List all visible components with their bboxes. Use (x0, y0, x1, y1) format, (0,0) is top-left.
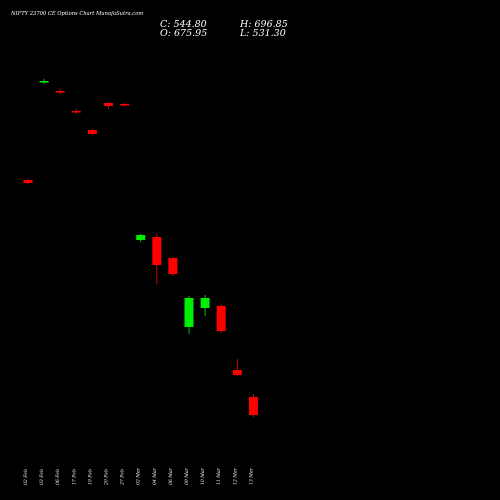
candle-8 (136, 234, 146, 242)
candle-14 (232, 359, 242, 376)
candle-body (104, 103, 113, 106)
x-tick-label: 17 Feb (71, 469, 77, 485)
candle-body (23, 180, 33, 183)
x-tick-label: 04 Mar (152, 467, 158, 485)
x-tick-label: 13 Mar (248, 467, 254, 485)
x-tick-label: 10 Mar (200, 467, 206, 485)
candle-body (71, 111, 81, 113)
x-tick-label: 20 Feb (104, 469, 110, 486)
close-value: C: 544.80 (160, 19, 207, 30)
candle-6 (104, 102, 113, 109)
high-value: H: 696.85 (239, 19, 288, 30)
candle-body (87, 130, 97, 134)
candle-13 (216, 304, 226, 333)
candle-body (232, 370, 242, 375)
candle-body (136, 235, 146, 240)
candle-body (120, 104, 130, 106)
candle-3 (55, 89, 65, 94)
x-tick-label: 06 Mar (168, 467, 174, 485)
x-tick-label: 06 Feb (55, 469, 61, 485)
x-tick-label: 11 Mar (216, 467, 222, 485)
candle-body (55, 91, 65, 93)
candle-12 (200, 295, 210, 316)
open-value: O: 675.95 (160, 28, 207, 39)
candle-11 (184, 296, 194, 334)
candle-7 (120, 103, 130, 106)
x-tick-label: 09 Mar (184, 467, 190, 485)
low-value: L: 531.30 (239, 28, 286, 39)
candle-body (168, 258, 178, 274)
candle-body (152, 237, 162, 265)
candle-4 (71, 109, 81, 114)
candle-body (216, 306, 226, 331)
x-axis: 02 Feb 03 Feb 06 Feb 17 Feb 19 Feb 20 Feb 27 F… (23, 467, 254, 486)
x-tick-label: 27 Feb (120, 469, 126, 486)
candle-9 (152, 234, 162, 284)
x-tick-label: 03 Feb (39, 469, 45, 485)
candle-body (184, 298, 194, 327)
candles (23, 79, 258, 417)
candle-15 (248, 394, 258, 417)
candle-body (39, 81, 49, 83)
x-tick-label: 19 Feb (87, 469, 93, 485)
x-tick-label: 02 Feb (23, 469, 29, 485)
candle-1 (23, 179, 33, 184)
candle-5 (87, 129, 97, 135)
candle-body (248, 397, 258, 415)
x-tick-label: 02 Mar (136, 467, 142, 485)
candle-10 (168, 257, 178, 276)
candle-2 (39, 79, 49, 84)
candle-body (200, 298, 210, 308)
ohlc-readout: C: 544.80 O: 675.95 H: 696.85 L: 531.30 (160, 19, 288, 39)
chart-title: NIFTY 23700 CE Options Chart MunafaSutra… (10, 11, 143, 17)
x-tick-label: 12 Mar (232, 467, 238, 485)
